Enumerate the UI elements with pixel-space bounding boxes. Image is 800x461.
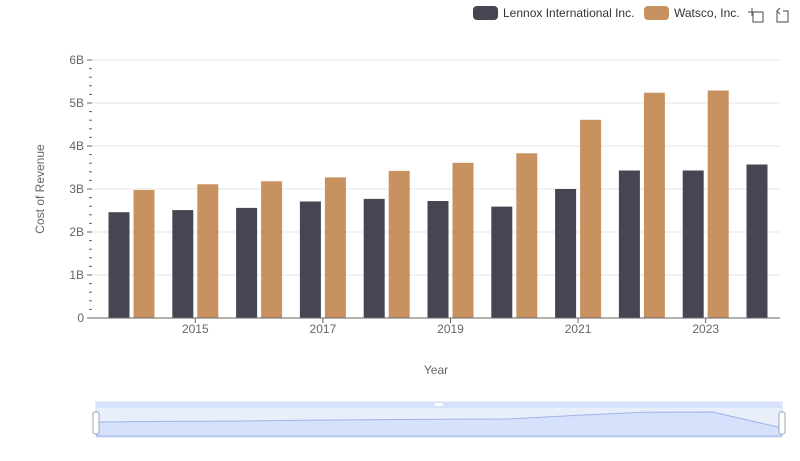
y-axis-title: Cost of Revenue	[33, 144, 47, 234]
zoom-preview-area	[96, 411, 782, 437]
bar-watsco-2017[interactable]	[324, 177, 346, 318]
bar-watsco-2021[interactable]	[580, 119, 602, 318]
y-tick-label: 2B	[69, 225, 84, 239]
bar-lennox-2022[interactable]	[618, 170, 640, 319]
bar-lennox-2018[interactable]	[363, 198, 385, 318]
bar-watsco-2020[interactable]	[516, 153, 538, 318]
bar-lennox-2015[interactable]	[172, 210, 194, 318]
bar-watsco-2016[interactable]	[261, 181, 283, 318]
y-axis: 0 1B 2B 3B 4B 5B 6B	[69, 53, 92, 325]
legend-swatch-watsco[interactable]	[644, 6, 669, 20]
bar-watsco-2023[interactable]	[707, 90, 729, 319]
bar-lennox-2024[interactable]	[746, 164, 768, 319]
bar-lennox-2021[interactable]	[555, 189, 577, 318]
zoom-handle-right[interactable]	[778, 411, 786, 435]
y-tick-label: 1B	[69, 268, 84, 282]
bar-lennox-2017[interactable]	[299, 201, 321, 319]
legend[interactable]: Lennox International Inc. Watsco, Inc.	[473, 6, 740, 20]
x-tick-label: 2021	[565, 322, 592, 336]
restore-icon[interactable]	[776, 7, 789, 23]
bar-watsco-2014[interactable]	[133, 189, 155, 318]
x-tick-label: 2017	[310, 322, 337, 336]
y-tick-label: 3B	[69, 182, 84, 196]
bar-watsco-2015[interactable]	[197, 184, 219, 318]
bar-watsco-2019[interactable]	[452, 162, 474, 318]
data-zoom-slider[interactable]	[92, 401, 786, 438]
y-tick-label: 4B	[69, 139, 84, 153]
zoom-grip[interactable]	[435, 403, 443, 406]
bars	[108, 90, 768, 319]
legend-swatch-lennox[interactable]	[473, 6, 498, 20]
bar-lennox-2016[interactable]	[236, 207, 258, 318]
zoom-handle-left[interactable]	[92, 411, 100, 435]
bar-lennox-2023[interactable]	[682, 170, 704, 319]
bar-watsco-2018[interactable]	[388, 170, 410, 318]
x-tick-label: 2015	[182, 322, 209, 336]
x-axis-title: Year	[424, 363, 448, 377]
bar-lennox-2019[interactable]	[427, 201, 449, 318]
x-tick-label: 2023	[692, 322, 719, 336]
y-tick-label: 6B	[69, 53, 84, 67]
bar-watsco-2022[interactable]	[643, 92, 665, 318]
zoom-icon[interactable]	[748, 8, 764, 23]
y-tick-label: 0	[77, 311, 84, 325]
legend-label-watsco[interactable]: Watsco, Inc.	[674, 6, 740, 20]
bar-lennox-2014[interactable]	[108, 212, 130, 318]
legend-label-lennox[interactable]: Lennox International Inc.	[503, 6, 634, 20]
x-axis: 2015 2017 2019 2021 2023	[182, 318, 719, 336]
y-tick-label: 5B	[69, 96, 84, 110]
bar-lennox-2020[interactable]	[491, 206, 513, 318]
x-tick-label: 2019	[437, 322, 464, 336]
